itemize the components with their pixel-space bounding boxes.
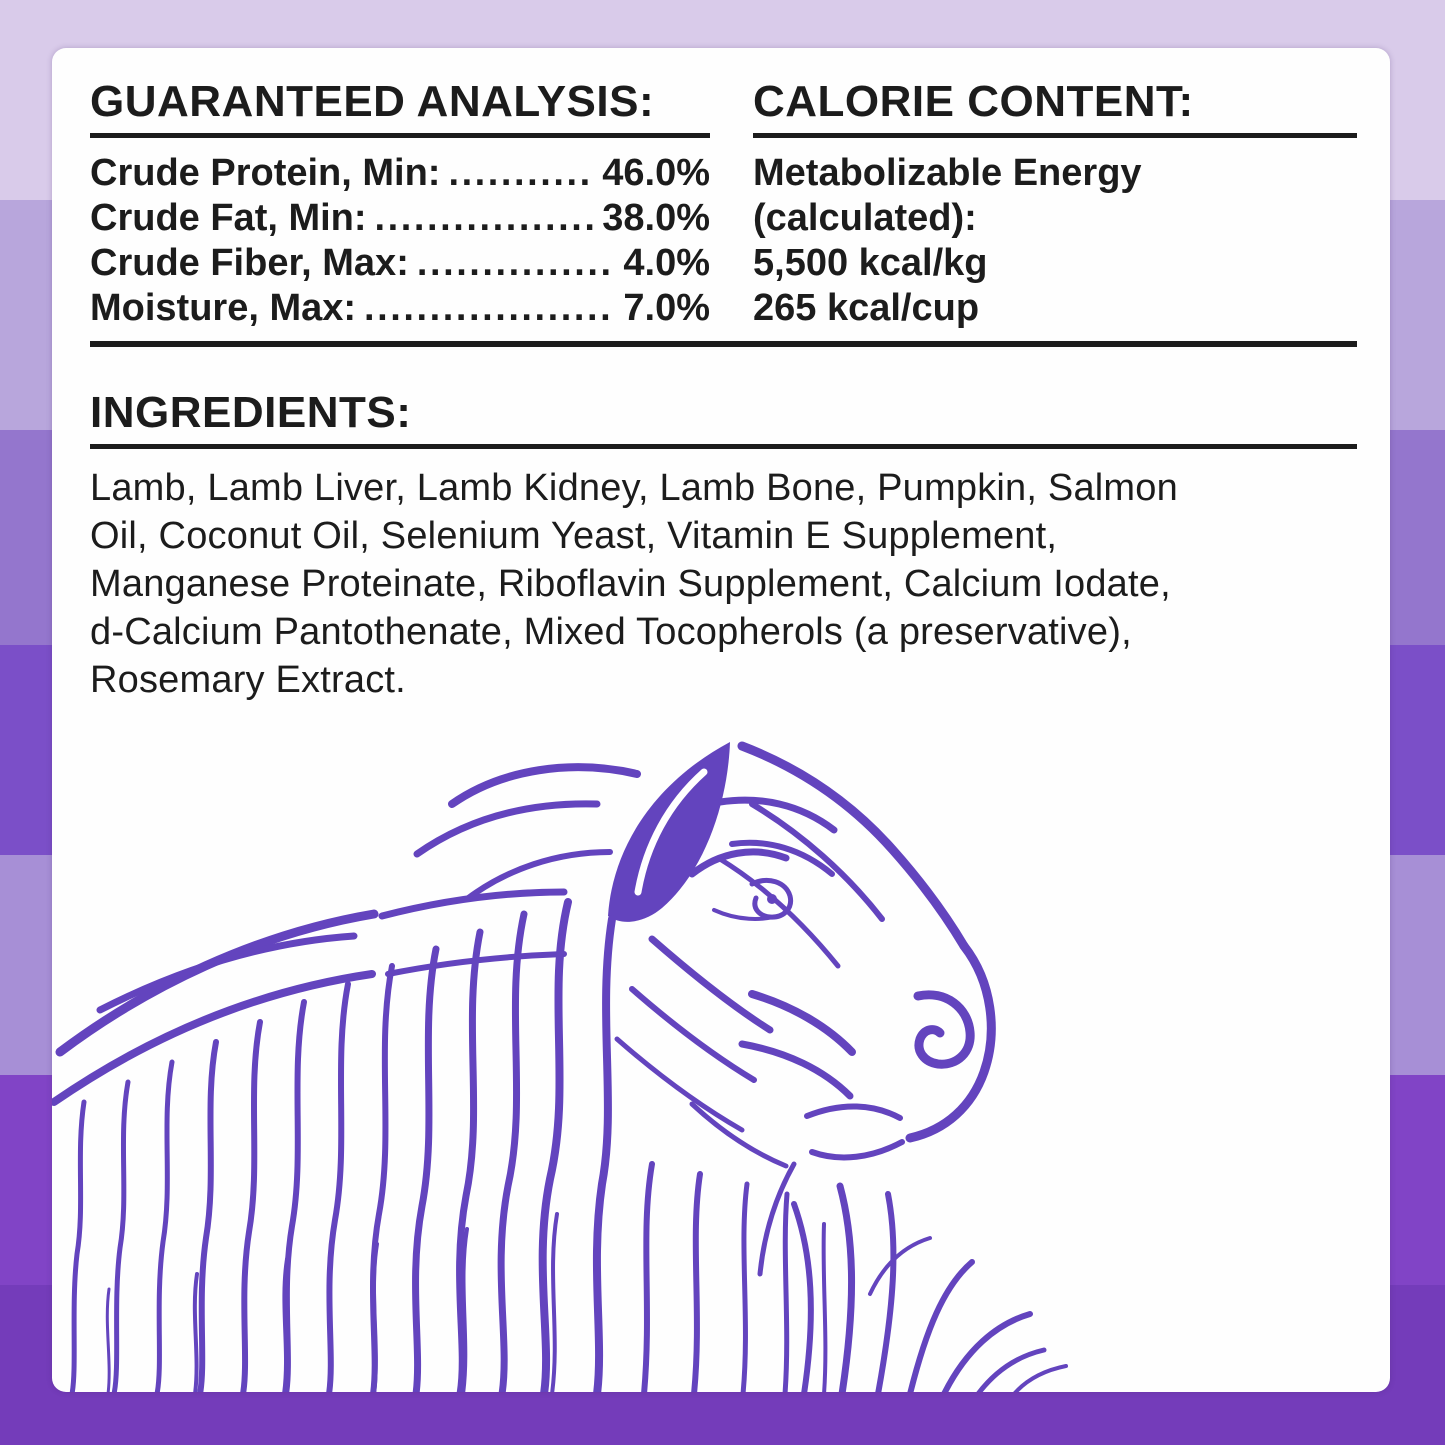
analysis-row-value: 46.0% — [602, 152, 710, 194]
analysis-row: Crude Fiber, Max: 4.0% — [90, 241, 710, 286]
calorie-content-section: CALORIE CONTENT: Metabolizable Energy (c… — [753, 78, 1357, 331]
calorie-line: 265 kcal/cup — [753, 287, 980, 329]
dot-leader — [417, 241, 616, 286]
section-divider — [90, 341, 1357, 347]
label-content: GUARANTEED ANALYSIS: Crude Protein, Min:… — [52, 48, 1390, 704]
calorie-content-lines: Metabolizable Energy (calculated): 5,500… — [753, 151, 1357, 331]
dot-leader — [448, 151, 594, 196]
ingredients-line: d-Calcium Pantothenate, Mixed Tocopherol… — [90, 611, 1132, 653]
ingredients-text: Lamb, Lamb Liver, Lamb Kidney, Lamb Bone… — [90, 464, 1357, 704]
guaranteed-analysis-title: GUARANTEED ANALYSIS: — [90, 77, 655, 126]
ingredients-section: INGREDIENTS: Lamb, Lamb Liver, Lamb Kidn… — [90, 389, 1357, 704]
analysis-row: Moisture, Max: 7.0% — [90, 286, 710, 331]
ingredients-line: Oil, Coconut Oil, Selenium Yeast, Vitami… — [90, 515, 1058, 557]
analysis-row-value: 38.0% — [602, 197, 710, 239]
dot-leader — [364, 286, 615, 331]
analysis-row: Crude Fat, Min: 38.0% — [90, 196, 710, 241]
analysis-row: Crude Protein, Min: 46.0% — [90, 151, 710, 196]
analysis-row-label: Crude Protein, Min: — [90, 152, 441, 194]
analysis-row-value: 7.0% — [623, 287, 710, 329]
title-underline — [90, 444, 1357, 449]
analysis-row-label: Crude Fiber, Max: — [90, 242, 409, 284]
dot-leader — [375, 196, 595, 241]
analysis-calorie-columns: GUARANTEED ANALYSIS: Crude Protein, Min:… — [90, 78, 1357, 331]
ingredients-line: Lamb, Lamb Liver, Lamb Kidney, Lamb Bone… — [90, 467, 1178, 509]
sheep-illustration — [52, 734, 1092, 1392]
calorie-line: 5,500 kcal/kg — [753, 242, 988, 284]
guaranteed-analysis-section: GUARANTEED ANALYSIS: Crude Protein, Min:… — [90, 78, 710, 331]
title-underline — [753, 133, 1357, 138]
ingredients-line: Manganese Proteinate, Riboflavin Supplem… — [90, 563, 1171, 605]
analysis-row-label: Moisture, Max: — [90, 287, 357, 329]
analysis-row-label: Crude Fat, Min: — [90, 197, 367, 239]
ingredients-line: Rosemary Extract. — [90, 659, 406, 701]
guaranteed-analysis-rows: Crude Protein, Min: 46.0% Crude Fat, Min… — [90, 151, 710, 331]
title-underline — [90, 133, 710, 138]
calorie-line: Metabolizable Energy — [753, 152, 1142, 194]
sheep-line-art-svg — [52, 741, 1068, 1392]
analysis-row-value: 4.0% — [623, 242, 710, 284]
ingredients-title: INGREDIENTS: — [90, 388, 412, 437]
calorie-content-title: CALORIE CONTENT: — [753, 77, 1194, 126]
calorie-line: (calculated): — [753, 197, 977, 239]
label-card: GUARANTEED ANALYSIS: Crude Protein, Min:… — [52, 48, 1390, 1392]
